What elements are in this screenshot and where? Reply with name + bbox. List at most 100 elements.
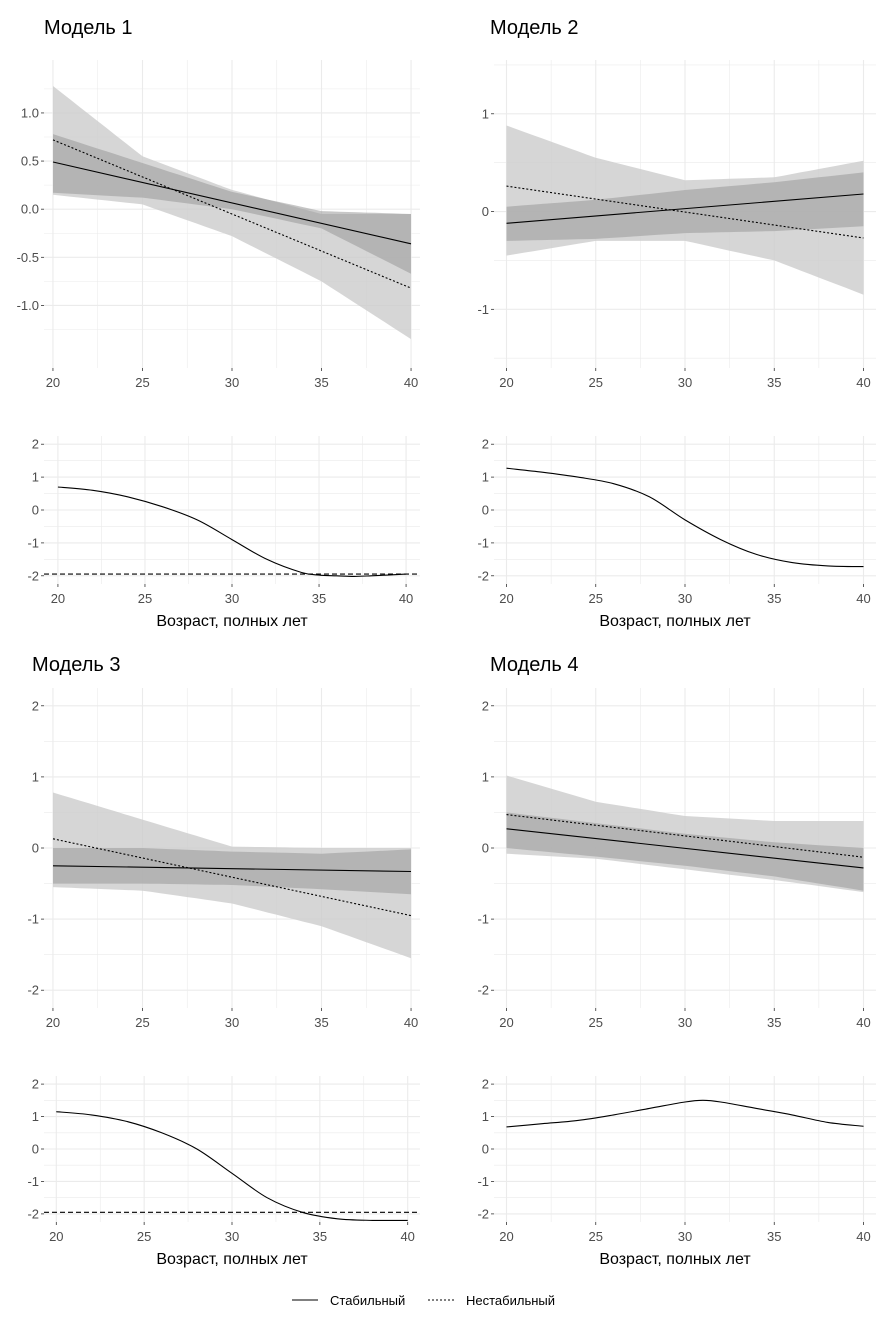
x-tick-label: 30 bbox=[678, 1015, 692, 1030]
line-stable bbox=[52, 161, 412, 245]
panel-8: -2 -1 0 1 2 20 25 30 35 40 Возраст, полных лет bbox=[477, 1076, 876, 1268]
y-tick-label: 0 bbox=[482, 204, 489, 219]
x-tick-label: 20 bbox=[49, 1229, 63, 1244]
line-unstable bbox=[506, 185, 864, 239]
x-tick-label: 20 bbox=[499, 591, 513, 606]
line-unstable bbox=[52, 838, 412, 917]
y-tick-label: -2 bbox=[27, 1206, 39, 1221]
x-tick-label: 20 bbox=[499, 375, 513, 390]
y-tick-label: -1 bbox=[477, 535, 489, 550]
panel-2: -2 -1 0 1 2 20 25 30 35 40 Возраст, полных лет bbox=[27, 436, 420, 630]
line-stable bbox=[506, 828, 864, 869]
x-tick-label: 30 bbox=[678, 591, 692, 606]
x-tick-label: 35 bbox=[767, 1015, 781, 1030]
y-tick-label: 0 bbox=[482, 841, 489, 856]
y-tick-label: 2 bbox=[482, 437, 489, 452]
ci-band-stable bbox=[53, 848, 411, 895]
x-tick-label: 40 bbox=[404, 1015, 418, 1030]
x-tick-label: 30 bbox=[678, 1229, 692, 1244]
y-tick-label: -1 bbox=[477, 302, 489, 317]
y-tick-label: 2 bbox=[482, 1077, 489, 1092]
legend-label-unstable: Нестабильный bbox=[466, 1293, 555, 1308]
y-tick-label: -2 bbox=[477, 983, 489, 998]
x-tick-label: 25 bbox=[135, 375, 149, 390]
y-tick-label: -0.5 bbox=[17, 250, 39, 265]
ci-band-unstable bbox=[53, 86, 411, 340]
y-tick-label: 1 bbox=[482, 769, 489, 784]
grid bbox=[44, 1076, 420, 1222]
line-stable bbox=[506, 467, 864, 568]
x-tick-label: 30 bbox=[225, 1229, 239, 1244]
line-unstable bbox=[52, 139, 412, 289]
line-stable bbox=[57, 486, 407, 577]
x-tick-label: 25 bbox=[589, 591, 603, 606]
y-tick-label: 1 bbox=[32, 769, 39, 784]
y-tick-label: 0.5 bbox=[21, 154, 39, 169]
legend-label-stable: Стабильный bbox=[330, 1293, 405, 1308]
y-tick-label: 1 bbox=[482, 106, 489, 121]
y-tick-label: 2 bbox=[32, 1077, 39, 1092]
y-tick-label: -1 bbox=[27, 535, 39, 550]
panel-title: Модель 1 bbox=[44, 17, 132, 39]
y-tick-label: -2 bbox=[27, 568, 39, 583]
y-tick-label: -1 bbox=[27, 912, 39, 927]
x-tick-label: 20 bbox=[499, 1015, 513, 1030]
y-tick-label: 1 bbox=[482, 470, 489, 485]
y-tick-label: 2 bbox=[482, 698, 489, 713]
panel-1: -1.0 -0.5 0.0 0.5 1.0 20 25 30 35 40 Модель 1 bbox=[17, 17, 420, 390]
y-tick-label: 0.0 bbox=[21, 202, 39, 217]
panel-4: -2 -1 0 1 2 20 25 30 35 40 Возраст, полных лет bbox=[477, 436, 876, 630]
x-tick-label: 40 bbox=[856, 1015, 870, 1030]
x-tick-label: 20 bbox=[499, 1229, 513, 1244]
line-stable bbox=[56, 1111, 408, 1222]
x-tick-label: 25 bbox=[137, 1229, 151, 1244]
x-axis-label: Возраст, полных лет bbox=[599, 1251, 751, 1268]
line-stable bbox=[52, 865, 412, 873]
ci-band-stable bbox=[53, 134, 411, 274]
y-tick-label: -1.0 bbox=[17, 298, 39, 313]
x-tick-label: 30 bbox=[225, 591, 239, 606]
panel-3: -1 0 1 20 25 30 35 40 Модель 2 bbox=[477, 17, 876, 390]
panel-5: -2 -1 0 1 2 20 25 30 35 40 Модель 3 bbox=[27, 654, 420, 1030]
y-tick-label: 1 bbox=[32, 470, 39, 485]
x-tick-label: 25 bbox=[589, 1229, 603, 1244]
x-tick-label: 35 bbox=[312, 591, 326, 606]
ci-band-stable bbox=[506, 172, 864, 241]
grid bbox=[494, 436, 876, 584]
y-tick-label: -1 bbox=[27, 1174, 39, 1189]
y-tick-label: 0 bbox=[482, 503, 489, 518]
x-tick-label: 25 bbox=[589, 375, 603, 390]
x-tick-label: 25 bbox=[589, 1015, 603, 1030]
y-tick-label: -2 bbox=[477, 1206, 489, 1221]
line-stable bbox=[506, 193, 864, 224]
x-tick-label: 40 bbox=[856, 375, 870, 390]
y-tick-label: 1 bbox=[32, 1109, 39, 1124]
x-tick-label: 40 bbox=[404, 375, 418, 390]
y-tick-label: 1.0 bbox=[21, 105, 39, 120]
x-tick-label: 40 bbox=[856, 591, 870, 606]
x-tick-label: 30 bbox=[225, 1015, 239, 1030]
x-tick-label: 35 bbox=[767, 1229, 781, 1244]
x-axis-label: Возраст, полных лет bbox=[599, 613, 751, 630]
ci-band-stable bbox=[506, 812, 864, 891]
grid bbox=[44, 436, 420, 584]
x-tick-label: 35 bbox=[313, 1229, 327, 1244]
x-tick-label: 30 bbox=[225, 375, 239, 390]
x-tick-label: 25 bbox=[138, 591, 152, 606]
x-tick-label: 20 bbox=[51, 591, 65, 606]
panel-title: Модель 4 bbox=[490, 654, 578, 676]
line-stable bbox=[506, 1099, 864, 1128]
panel-7: -2 -1 0 1 2 20 25 30 35 40 Модель 4 bbox=[477, 654, 876, 1030]
y-tick-label: 2 bbox=[32, 437, 39, 452]
x-tick-label: 40 bbox=[399, 591, 413, 606]
y-tick-label: -2 bbox=[27, 983, 39, 998]
y-tick-label: 1 bbox=[482, 1109, 489, 1124]
grid bbox=[494, 1076, 876, 1222]
x-axis-label: Возраст, полных лет bbox=[156, 1251, 308, 1268]
x-tick-label: 30 bbox=[678, 375, 692, 390]
x-tick-label: 40 bbox=[856, 1229, 870, 1244]
y-tick-label: 0 bbox=[32, 1142, 39, 1157]
x-axis-label: Возраст, полных лет bbox=[156, 613, 308, 630]
x-tick-label: 35 bbox=[314, 1015, 328, 1030]
